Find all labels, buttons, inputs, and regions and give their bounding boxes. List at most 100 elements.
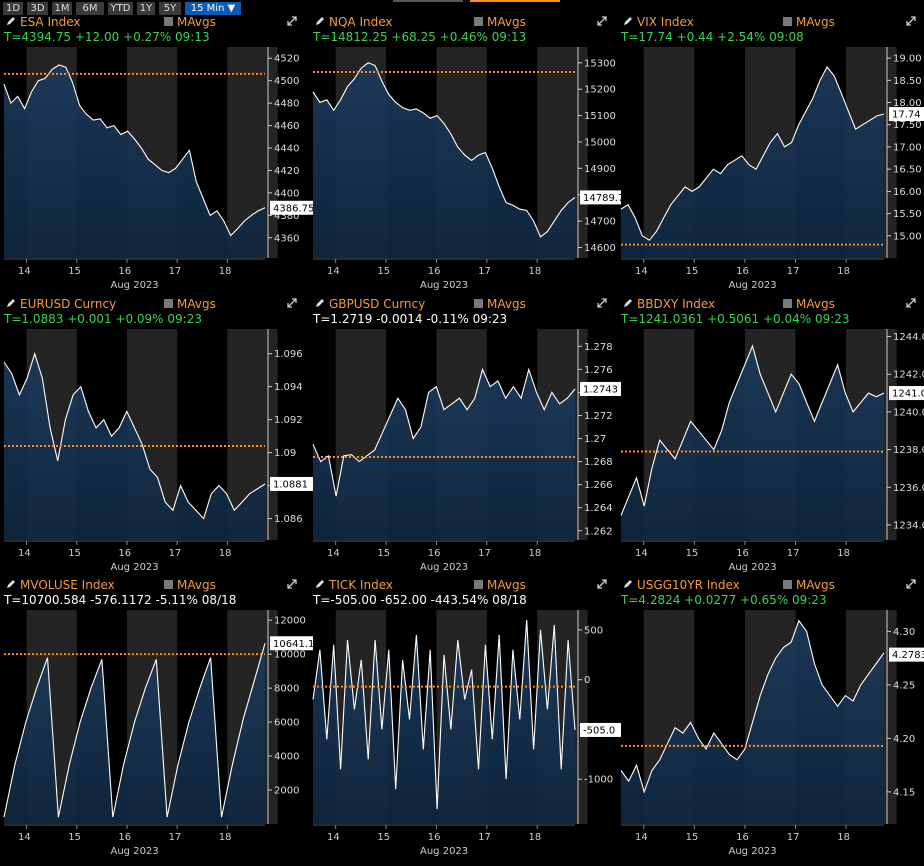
x-tick-label: 15 (377, 266, 390, 277)
pencil-icon[interactable] (315, 298, 325, 308)
y-tick-label: 0 (584, 675, 590, 686)
mavg-label[interactable]: MAvgs (487, 15, 526, 29)
pencil-icon[interactable] (623, 16, 633, 26)
range-button-3[interactable]: 6M (76, 2, 104, 15)
expand-icon[interactable] (905, 15, 917, 27)
pencil-icon[interactable] (6, 579, 16, 589)
chart-panel-eurusd[interactable]: 1.0961.0941.0921.091.0881.0861.088114151… (0, 296, 314, 582)
expand-icon[interactable] (905, 297, 917, 309)
y-tick-label: 4440 (274, 144, 299, 155)
x-tick-label: 17 (169, 266, 182, 277)
top-accent-bar (393, 0, 463, 2)
security-title[interactable]: MVOLUSE Index (20, 578, 115, 592)
security-title[interactable]: USGG10YR Index (637, 578, 740, 592)
expand-icon[interactable] (596, 15, 608, 27)
mavg-checkbox[interactable] (164, 580, 173, 589)
mavg-checkbox[interactable] (164, 17, 173, 26)
last-value-box (270, 200, 320, 215)
x-tick-label: 18 (837, 548, 850, 559)
chart-panel-bbdxy[interactable]: 1244.00 1242.00 1240.00 1238.00 1236.00 1234.… (617, 296, 924, 582)
chart-plot[interactable]: 4520 4500 4480 4460 4440 4420 4400 4380 4360 4386… (0, 14, 320, 300)
range-button-4[interactable]: YTD (108, 2, 133, 15)
y-tick-label: 16.00 (893, 187, 922, 198)
pencil-icon[interactable] (315, 579, 325, 589)
chart-plot[interactable]: 1.0961.0941.0921.091.0881.0861.088114151… (0, 296, 314, 582)
mavg-label[interactable]: MAvgs (177, 297, 216, 311)
security-title[interactable]: TICK Index (329, 578, 393, 592)
x-tick-label: 16 (118, 832, 131, 843)
last-value-label: 1241.00 (892, 389, 924, 400)
mavg-label[interactable]: MAvgs (487, 578, 526, 592)
x-axis-sublabel: Aug 2023 (420, 846, 468, 857)
x-tick-label: 16 (428, 266, 441, 277)
expand-icon[interactable] (286, 297, 298, 309)
chart-panel-gbpusd[interactable]: 1.2781.2761.2741.2721.271.2681.2661.2641… (309, 296, 624, 582)
series-area (313, 369, 575, 540)
x-tick-label: 14 (18, 832, 31, 843)
y-tick-label: 1244.00 (893, 332, 924, 343)
security-title[interactable]: ESA Index (20, 15, 81, 29)
chart-panel-vix[interactable]: 19.00 18.50 18.00 17.50 17.00 16.50 16.00 15.50… (617, 14, 924, 300)
range-button-7[interactable]: 15 Min ▼ (185, 2, 241, 15)
pencil-icon[interactable] (6, 16, 16, 26)
mavg-label[interactable]: MAvgs (177, 578, 216, 592)
expand-icon[interactable] (286, 578, 298, 590)
y-tick-label: 4.30 (893, 627, 915, 638)
mavg-label[interactable]: MAvgs (796, 15, 835, 29)
chart-panel-tick[interactable]: 500 0 -1000 -505.0 14 15 16 17 18 Aug 2023 TICK I… (309, 577, 624, 866)
chart-panel-mvoluse[interactable]: 12000 10000 8000 6000 4000 2000 10641.12 14 15 16… (0, 577, 326, 866)
x-tick-label: 15 (686, 548, 699, 559)
pencil-icon[interactable] (623, 298, 633, 308)
range-button-6[interactable]: 5Y (159, 2, 181, 15)
x-tick-label: 17 (787, 832, 800, 843)
pencil-icon[interactable] (6, 298, 16, 308)
chart-plot[interactable]: 500 0 -1000 -505.0 14 15 16 17 18 Aug 2023 (309, 577, 624, 866)
x-tick-label: 17 (169, 832, 182, 843)
security-title[interactable]: BBDXY Index (637, 297, 716, 311)
mavg-checkbox[interactable] (783, 17, 792, 26)
chart-plot[interactable]: 4.30 4.25 4.20 4.15 4.2783 14 15 16 17 18 Aug 2023 (617, 577, 924, 866)
mavg-label[interactable]: MAvgs (796, 297, 835, 311)
security-title[interactable]: VIX Index (637, 15, 694, 29)
security-title[interactable]: NQA Index (329, 15, 393, 29)
chart-plot[interactable]: 12000 10000 8000 6000 4000 2000 10641.12 14 15 16… (0, 577, 326, 866)
y-tick-label: 4500 (274, 76, 299, 87)
mavg-label[interactable]: MAvgs (177, 15, 216, 29)
expand-icon[interactable] (286, 15, 298, 27)
y-tick-label: 4420 (274, 166, 299, 177)
mavg-label[interactable]: MAvgs (796, 578, 835, 592)
mavg-label[interactable]: MAvgs (487, 297, 526, 311)
y-tick-label: 4000 (274, 752, 299, 763)
security-title[interactable]: GBPUSD Curncy (329, 297, 426, 311)
range-button-0[interactable]: 1D (3, 2, 23, 15)
last-price-quote: T=4394.75 +12.00 +0.27% 09:13 (4, 30, 210, 44)
y-tick-label: 4480 (274, 99, 299, 110)
pencil-icon[interactable] (623, 579, 633, 589)
range-button-1[interactable]: 3D (27, 2, 48, 15)
mavg-checkbox[interactable] (783, 580, 792, 589)
mavg-checkbox[interactable] (164, 299, 173, 308)
mavg-checkbox[interactable] (474, 299, 483, 308)
x-axis-sublabel: Aug 2023 (729, 846, 777, 857)
x-tick-label: 14 (635, 548, 648, 559)
chart-plot[interactable]: 19.00 18.50 18.00 17.50 17.00 16.50 16.00 15.50… (617, 14, 924, 300)
chart-panel-esa[interactable]: 4520 4500 4480 4460 4440 4420 4400 4380 4360 4386… (0, 14, 320, 300)
chart-plot[interactable]: 1530015200151001500014900148001470014600… (309, 14, 636, 300)
security-title[interactable]: EURUSD Curncy (20, 297, 117, 311)
pencil-icon[interactable] (315, 16, 325, 26)
x-tick-label: 14 (327, 548, 340, 559)
mavg-checkbox[interactable] (474, 17, 483, 26)
expand-icon[interactable] (596, 578, 608, 590)
series-line (620, 619, 885, 794)
mavg-checkbox[interactable] (474, 580, 483, 589)
chart-panel-nqa[interactable]: 1530015200151001500014900148001470014600… (309, 14, 636, 300)
x-axis-sublabel: Aug 2023 (111, 562, 159, 573)
expand-icon[interactable] (596, 297, 608, 309)
range-button-5[interactable]: 1Y (137, 2, 155, 15)
expand-icon[interactable] (905, 578, 917, 590)
range-button-2[interactable]: 1M (52, 2, 72, 15)
chart-panel-usgg10yr[interactable]: 4.30 4.25 4.20 4.15 4.2783 14 15 16 17 18 Aug 2023… (617, 577, 924, 866)
chart-plot[interactable]: 1244.00 1242.00 1240.00 1238.00 1236.00 1234.… (617, 296, 924, 582)
chart-plot[interactable]: 1.2781.2761.2741.2721.271.2681.2661.2641… (309, 296, 624, 582)
mavg-checkbox[interactable] (783, 299, 792, 308)
